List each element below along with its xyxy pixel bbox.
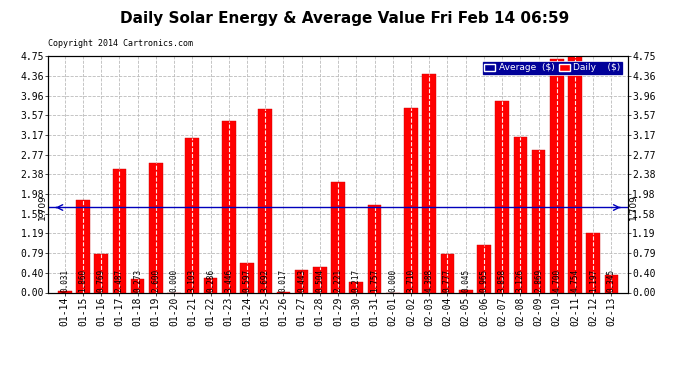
Bar <box>350 282 363 292</box>
Text: 0.000: 0.000 <box>388 269 397 292</box>
Text: 4.754: 4.754 <box>571 269 580 292</box>
Text: 3.103: 3.103 <box>188 269 197 292</box>
Text: 0.031: 0.031 <box>60 269 69 292</box>
Bar <box>604 275 618 292</box>
Bar <box>368 205 382 292</box>
Text: 0.443: 0.443 <box>297 269 306 292</box>
Bar <box>550 59 564 292</box>
Text: Copyright 2014 Cartronics.com: Copyright 2014 Cartronics.com <box>48 39 193 48</box>
Bar <box>459 290 473 292</box>
Bar <box>477 244 491 292</box>
Text: 2.221: 2.221 <box>333 269 343 292</box>
Bar <box>586 233 600 292</box>
Text: 2.487: 2.487 <box>115 269 124 292</box>
Text: 2.600: 2.600 <box>151 269 160 292</box>
Text: 0.217: 0.217 <box>352 269 361 292</box>
Text: 1.757: 1.757 <box>370 269 379 292</box>
Bar <box>331 182 345 292</box>
Bar <box>204 278 217 292</box>
Text: 0.045: 0.045 <box>461 269 470 292</box>
Bar <box>240 263 254 292</box>
Bar <box>131 279 144 292</box>
Bar <box>258 109 272 292</box>
Bar <box>112 169 126 292</box>
Bar <box>58 291 72 292</box>
Bar <box>568 56 582 292</box>
Text: 3.858: 3.858 <box>497 269 506 292</box>
Bar <box>76 200 90 292</box>
Text: 3.446: 3.446 <box>224 269 233 292</box>
Text: 3.126: 3.126 <box>516 269 525 292</box>
Bar <box>532 150 545 292</box>
Bar <box>422 74 436 292</box>
Bar <box>295 270 308 292</box>
Text: 0.017: 0.017 <box>279 269 288 292</box>
Bar <box>495 100 509 292</box>
Bar <box>513 137 527 292</box>
Bar <box>186 138 199 292</box>
Bar <box>441 254 454 292</box>
Text: 1.709: 1.709 <box>39 195 48 220</box>
Bar <box>95 254 108 292</box>
Bar <box>313 267 326 292</box>
Text: 0.000: 0.000 <box>170 269 179 292</box>
Text: 0.286: 0.286 <box>206 269 215 292</box>
Text: 2.869: 2.869 <box>534 269 543 292</box>
Bar <box>149 163 163 292</box>
Text: 0.504: 0.504 <box>315 269 324 292</box>
Text: 3.710: 3.710 <box>406 269 415 292</box>
Bar <box>222 121 235 292</box>
Text: 1.709: 1.709 <box>629 195 638 220</box>
Text: 0.345: 0.345 <box>607 269 616 292</box>
Bar <box>404 108 418 292</box>
Text: 0.965: 0.965 <box>480 269 489 292</box>
Text: 0.769: 0.769 <box>97 269 106 292</box>
Text: 1.197: 1.197 <box>589 269 598 292</box>
Text: 3.692: 3.692 <box>261 269 270 292</box>
Text: 0.777: 0.777 <box>443 269 452 292</box>
Text: 0.597: 0.597 <box>242 269 251 292</box>
Text: 1.860: 1.860 <box>79 269 88 292</box>
Text: 4.700: 4.700 <box>552 269 562 292</box>
Text: 4.388: 4.388 <box>425 269 434 292</box>
Text: Daily Solar Energy & Average Value Fri Feb 14 06:59: Daily Solar Energy & Average Value Fri F… <box>120 11 570 26</box>
Text: 0.273: 0.273 <box>133 269 142 292</box>
Legend: Average  ($), Daily    ($): Average ($), Daily ($) <box>482 61 623 75</box>
